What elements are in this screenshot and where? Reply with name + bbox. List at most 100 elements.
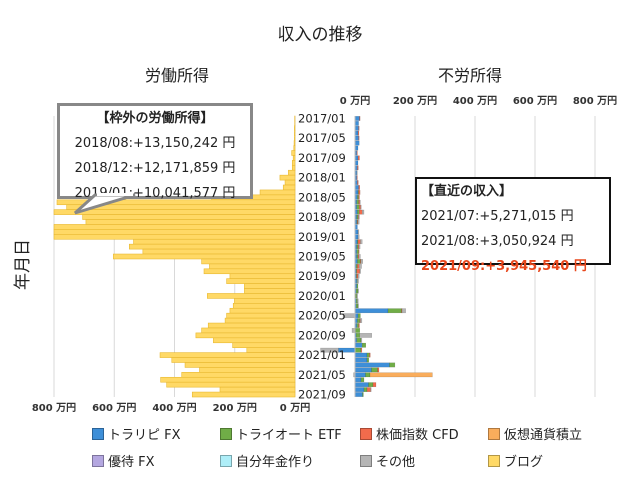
left-bar-blog <box>259 189 296 196</box>
left-bar-blog <box>53 234 296 240</box>
left-bar-blog <box>53 229 296 235</box>
right-bar-segment <box>357 278 359 284</box>
left-bar-blog <box>53 224 296 230</box>
right-bar-segment <box>368 382 374 388</box>
callout-right-line: 2021/07:+5,271,015 円 <box>421 209 574 224</box>
right-bar-segment <box>360 318 363 323</box>
right-bar-segment <box>354 352 368 358</box>
right-bar-segment <box>358 254 361 259</box>
left-bar-blog <box>232 303 296 309</box>
right-bar-segment <box>358 135 360 141</box>
right-bar-segment <box>358 323 360 328</box>
left-bar-blog <box>213 337 296 344</box>
right-bar-segment <box>355 328 361 333</box>
left-bar-blog <box>293 145 296 151</box>
y-tick-label: 2020/09 <box>298 328 346 342</box>
left-bar-blog <box>85 219 296 225</box>
left-bar-blog <box>171 357 296 363</box>
left-bar-blog <box>284 179 296 186</box>
right-chart-title: 不労所得 <box>438 66 503 85</box>
right-bar-segment <box>354 135 359 141</box>
left-bar-blog <box>201 327 296 334</box>
right-bar-segment <box>357 234 360 240</box>
callout-left-title: 【枠外の労働所得】 <box>96 111 214 126</box>
left-bar-blog <box>219 386 296 393</box>
right-bar-segment <box>360 377 365 383</box>
legend-label: トライオート ETF <box>236 428 342 443</box>
right-bar-segment <box>358 185 361 190</box>
right-bar-segment <box>358 249 360 254</box>
right-bar-segment <box>357 318 360 323</box>
right-bar-segment <box>358 214 360 220</box>
left-bar-blog <box>294 135 296 141</box>
right-x-tick-label: 800 万円 <box>573 95 617 107</box>
left-bar-blog <box>246 347 296 353</box>
right-bar-segment <box>362 392 364 397</box>
callout-right-title: 【直近の収入】 <box>421 184 513 199</box>
legend-item: その他 <box>360 451 488 470</box>
right-bar-segment <box>356 175 358 180</box>
callout-right-highlight: 2021/09:+3,945,540 円 <box>421 259 587 274</box>
right-bar-segment <box>366 352 370 358</box>
legend: トラリピ FX トライオート ETF 株価指数 CFD 仮想通貨積立 優待 FX 自分年金… <box>92 424 612 470</box>
right-bar-segment <box>363 387 368 392</box>
left-bar-blog <box>142 248 296 255</box>
legend-item: トライオート ETF <box>220 424 360 443</box>
right-bar-segment <box>358 194 360 200</box>
right-bar-segment <box>356 199 359 205</box>
legend-item: 自分年金作り <box>220 451 360 470</box>
right-bar-segment <box>371 367 378 373</box>
y-tick-label: 2018/01 <box>298 171 346 185</box>
right-bar-segment <box>370 387 372 392</box>
left-bar-blog <box>282 184 296 191</box>
right-x-tick-label: 200 万円 <box>393 95 437 107</box>
right-bar-segment <box>354 392 363 397</box>
right-bar-segment <box>354 116 360 121</box>
legend-item: トラリピ FX <box>92 424 220 443</box>
left-x-tick-label: 600 万円 <box>92 402 136 414</box>
left-bar-blog <box>224 317 296 324</box>
callout-left-line: 2019/01:+10,041,577 円 <box>74 186 236 201</box>
right-bar-segment <box>358 125 360 131</box>
right-bar-segment <box>359 209 363 215</box>
callout-left-line: 2018/12:+12,171,859 円 <box>74 161 236 176</box>
right-bar-segment <box>356 293 358 299</box>
right-bar-segment <box>354 367 372 373</box>
left-bar-blog <box>292 155 296 161</box>
y-tick-label: 2020/01 <box>298 289 346 303</box>
right-bar-segment <box>357 298 359 304</box>
left-bar-blog <box>229 307 296 314</box>
right-bar-segment <box>360 347 363 353</box>
right-bar-segment <box>357 313 361 319</box>
left-bar-blog <box>160 376 296 383</box>
right-bar-segment <box>362 209 365 215</box>
right-bar-segment <box>389 362 396 368</box>
right-bar-segment <box>377 367 380 373</box>
right-bar-segment <box>354 185 359 190</box>
y-tick-label: 2017/09 <box>298 151 346 165</box>
left-bar-blog <box>181 372 296 378</box>
left-bar-blog <box>53 209 296 215</box>
legend-swatch <box>220 427 232 440</box>
right-bar-segment <box>362 342 367 348</box>
legend-label: 株価指数 CFD <box>376 428 459 443</box>
right-bar-segment <box>354 342 363 348</box>
right-bar-segment <box>360 239 363 245</box>
legend-item: ブログ <box>488 451 598 470</box>
left-bar-blog <box>133 238 296 245</box>
right-bar-segment <box>366 357 369 363</box>
left-bar-blog <box>291 160 296 166</box>
right-bar-segment <box>354 372 366 378</box>
left-bar-blog <box>294 130 296 137</box>
right-bar-segment <box>354 357 368 363</box>
legend-swatch <box>488 454 500 467</box>
right-bar-segment <box>359 268 361 274</box>
right-bar-segment <box>358 244 361 250</box>
right-bar-segment <box>357 180 359 185</box>
legend-label: 優待 FX <box>108 455 155 470</box>
left-bar-blog <box>166 381 296 388</box>
callout-left-line: 2018/08:+13,150,242 円 <box>74 136 236 151</box>
y-tick-label: 2021/05 <box>298 368 346 382</box>
left-x-tick-label: 0 万円 <box>280 402 310 414</box>
left-bar-blog <box>201 258 296 265</box>
